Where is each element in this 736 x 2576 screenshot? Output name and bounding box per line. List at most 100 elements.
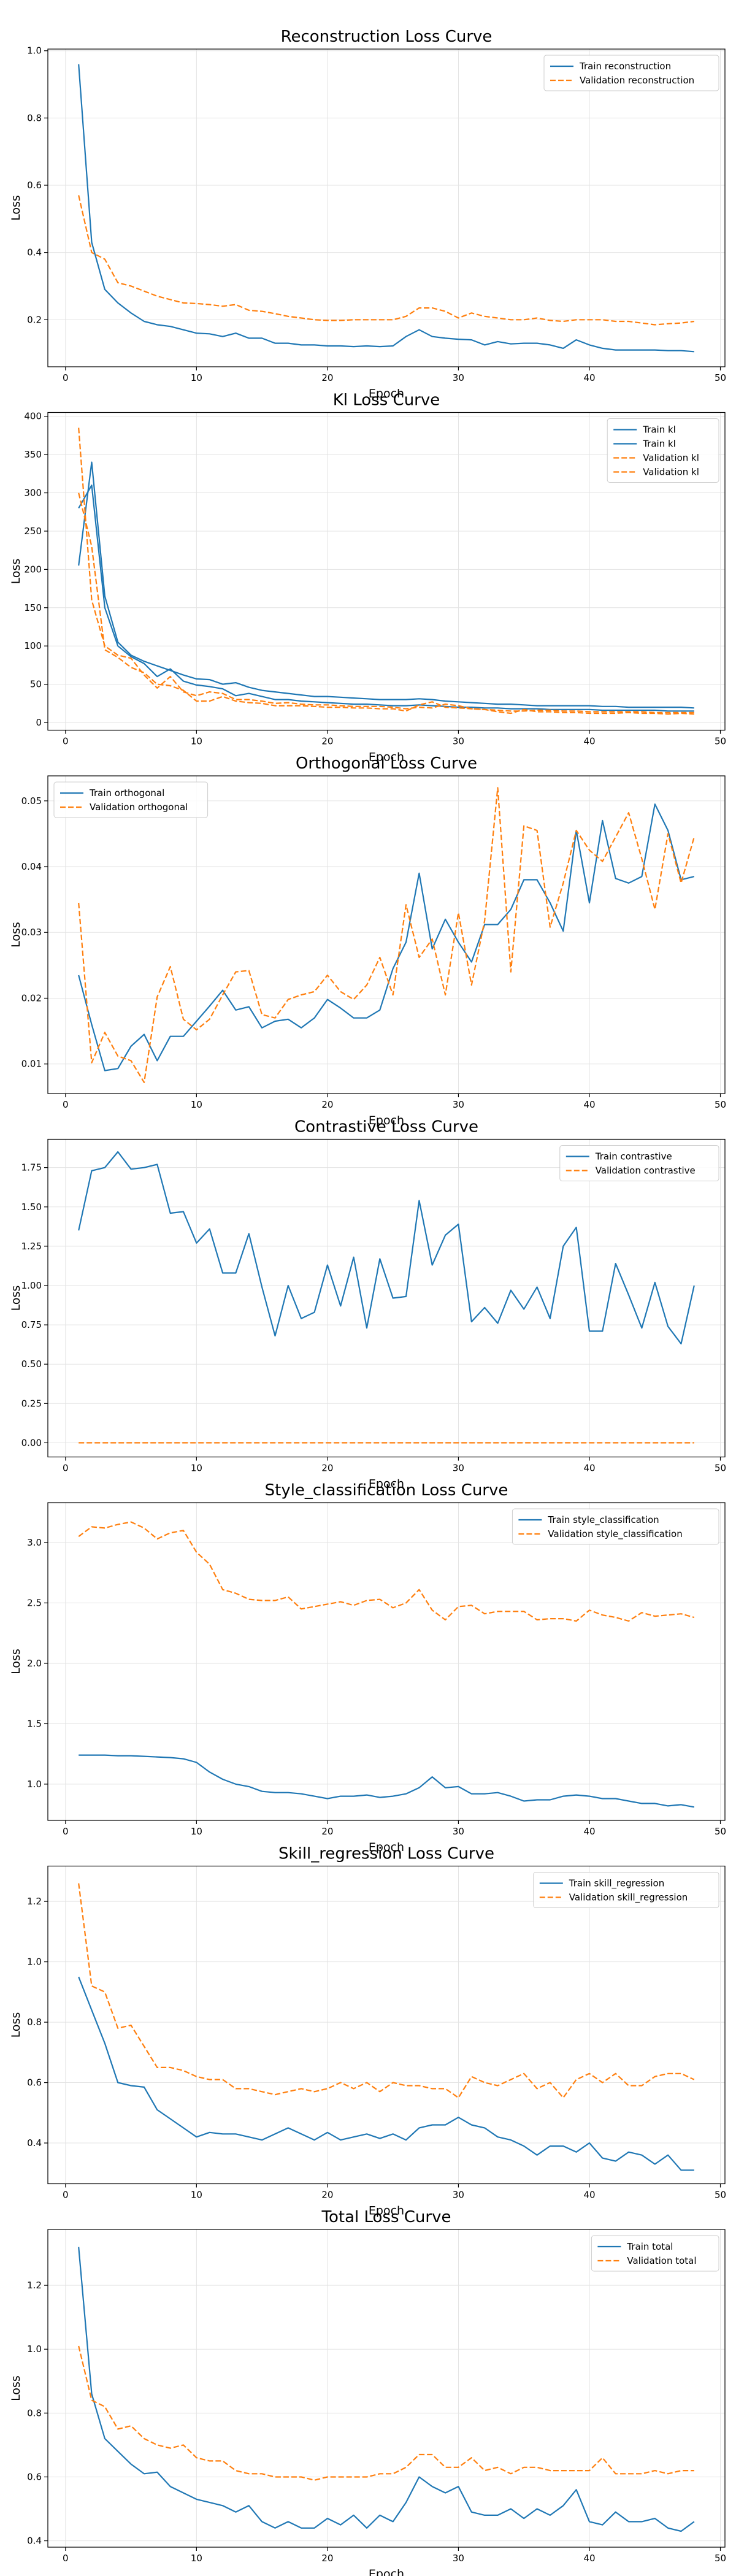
chart-title: Kl Loss Curve bbox=[333, 391, 440, 410]
series-line bbox=[78, 64, 694, 353]
y-tick-label: 0.2 bbox=[27, 314, 42, 325]
legend-box bbox=[512, 1508, 719, 1545]
x-tick-label: 50 bbox=[715, 2190, 726, 2201]
chart-title: Skill_regression Loss Curve bbox=[278, 1845, 494, 1863]
x-tick-label: 10 bbox=[191, 1826, 202, 1837]
x-tick-label: 50 bbox=[715, 2553, 726, 2564]
chart-panel: Reconstruction Loss Curve 0 10 20 30 40 50 0.2 0… bbox=[9, 28, 726, 401]
x-tick-label: 20 bbox=[321, 1826, 333, 1837]
legend-label: Validation contrastive bbox=[596, 1165, 696, 1176]
plot-frame bbox=[47, 1502, 726, 1821]
legend-label: Train orthogonal bbox=[89, 788, 164, 799]
legend: Train total Validation total bbox=[591, 2235, 719, 2272]
y-tick-label: 0.4 bbox=[27, 2536, 42, 2547]
series-line bbox=[78, 803, 695, 1071]
y-tick-label: 1.0 bbox=[27, 45, 42, 56]
y-tick-label: 300 bbox=[24, 488, 42, 499]
x-tick-label: 40 bbox=[583, 1463, 595, 1474]
x-tick-label: 0 bbox=[63, 1826, 69, 1837]
y-axis-label: Loss bbox=[9, 2375, 23, 2401]
legend-label: Validation style_classification bbox=[548, 1528, 682, 1540]
plot-frame bbox=[47, 775, 726, 1094]
y-tick-label: 1.50 bbox=[21, 1202, 42, 1213]
y-tick-label: 0.00 bbox=[21, 1437, 42, 1448]
y-tick-label: 50 bbox=[30, 679, 42, 690]
legend-box bbox=[543, 55, 719, 91]
y-tick-label: 0.4 bbox=[27, 2137, 42, 2149]
chart-panel: Skill_regression Loss Curve 0 10 20 30 40 50 0.… bbox=[9, 1845, 726, 2218]
legend-box bbox=[53, 781, 209, 818]
y-axis-label: Loss bbox=[9, 2012, 23, 2038]
legend-label: Validation kl bbox=[643, 453, 699, 464]
x-tick-label: 50 bbox=[715, 736, 726, 747]
x-tick-label: 0 bbox=[63, 2190, 69, 2201]
chart-title: Reconstruction Loss Curve bbox=[281, 28, 493, 46]
chart-panel: Kl Loss Curve 0 10 20 30 40 50 0 50 100 150 200 250 3… bbox=[9, 391, 726, 764]
legend: Train reconstruction Validation reconstru… bbox=[543, 55, 719, 91]
y-tick-label: 2.0 bbox=[27, 1658, 42, 1669]
y-tick-label: 1.0 bbox=[27, 2344, 42, 2355]
y-tick-label: 200 bbox=[24, 564, 42, 575]
y-tick-label: 3.0 bbox=[27, 1537, 42, 1548]
series-line bbox=[78, 2345, 694, 2481]
series-line bbox=[78, 787, 695, 1083]
y-tick-label: 0.02 bbox=[21, 992, 42, 1003]
y-tick-label: 1.75 bbox=[21, 1162, 42, 1173]
x-tick-label: 40 bbox=[583, 1099, 595, 1110]
x-tick-label: 20 bbox=[321, 1463, 333, 1474]
plot-frame bbox=[47, 2229, 726, 2548]
y-tick-label: 350 bbox=[24, 449, 42, 460]
x-tick-label: 50 bbox=[715, 1463, 726, 1474]
legend-label: Train total bbox=[626, 2241, 673, 2252]
legend: Train contrastive Validation contrastive bbox=[559, 1145, 719, 1181]
x-tick-label: 0 bbox=[63, 2553, 69, 2564]
series-line bbox=[78, 461, 694, 709]
chart-panel: Contrastive Loss Curve 0 10 20 30 40 50 0.00 0.2… bbox=[9, 1118, 726, 1491]
y-tick-label: 1.2 bbox=[27, 2280, 42, 2291]
series-line bbox=[78, 195, 694, 326]
legend-label: Validation orthogonal bbox=[90, 802, 188, 813]
y-tick-label: 0.25 bbox=[21, 1398, 42, 1409]
y-tick-label: 0.05 bbox=[21, 795, 42, 807]
x-tick-label: 30 bbox=[453, 2553, 464, 2564]
legend-label: Train style_classification bbox=[547, 1514, 659, 1526]
x-tick-label: 30 bbox=[453, 1099, 464, 1110]
x-tick-label: 40 bbox=[583, 2553, 595, 2564]
y-tick-label: 1.00 bbox=[21, 1280, 42, 1291]
x-tick-label: 30 bbox=[453, 2190, 464, 2201]
y-tick-label: 1.2 bbox=[27, 1896, 42, 1907]
series-line bbox=[78, 2247, 695, 2532]
legend-label: Train skill_regression bbox=[569, 1878, 664, 1890]
x-axis-label: Epoch bbox=[369, 2567, 404, 2576]
x-tick-label: 40 bbox=[583, 372, 595, 383]
y-tick-label: 0.8 bbox=[27, 2407, 42, 2418]
x-tick-label: 10 bbox=[191, 2553, 202, 2564]
series-line bbox=[79, 1754, 694, 1808]
y-tick-label: 400 bbox=[24, 411, 42, 422]
y-tick-label: 1.25 bbox=[21, 1241, 42, 1252]
x-axis-label: Epoch bbox=[369, 387, 404, 401]
legend-label: Validation kl bbox=[643, 467, 699, 478]
chart-title: Total Loss Curve bbox=[321, 2208, 451, 2226]
chart-panel: Style_classification Loss Curve 0 10 20 30 40… bbox=[9, 1481, 726, 1854]
x-tick-label: 0 bbox=[63, 736, 69, 747]
legend-label: Train contrastive bbox=[595, 1151, 672, 1162]
series-line bbox=[78, 1976, 694, 2171]
legend-label: Train reconstruction bbox=[579, 61, 671, 72]
x-tick-label: 50 bbox=[715, 1826, 726, 1837]
legend: Train kl Train kl Validation kl Validation … bbox=[607, 418, 719, 483]
y-tick-label: 0.04 bbox=[21, 861, 42, 872]
x-axis-label: Epoch bbox=[369, 1478, 404, 1491]
y-tick-label: 100 bbox=[24, 640, 42, 651]
x-axis-label: Epoch bbox=[369, 1114, 404, 1127]
x-axis-label: Epoch bbox=[369, 1841, 404, 1854]
chart-panel: Orthogonal Loss Curve 0 10 20 30 40 50 0.01 0.02… bbox=[9, 754, 726, 1127]
x-tick-label: 50 bbox=[715, 372, 726, 383]
x-tick-label: 40 bbox=[583, 2190, 595, 2201]
plot-frame bbox=[47, 1138, 726, 1458]
chart-title: Style_classification Loss Curve bbox=[265, 1481, 508, 1500]
legend: Train style_classification Validation sty… bbox=[512, 1508, 719, 1545]
y-tick-label: 1.0 bbox=[27, 1779, 42, 1790]
x-tick-label: 20 bbox=[321, 2553, 333, 2564]
y-tick-label: 0.50 bbox=[21, 1359, 42, 1370]
